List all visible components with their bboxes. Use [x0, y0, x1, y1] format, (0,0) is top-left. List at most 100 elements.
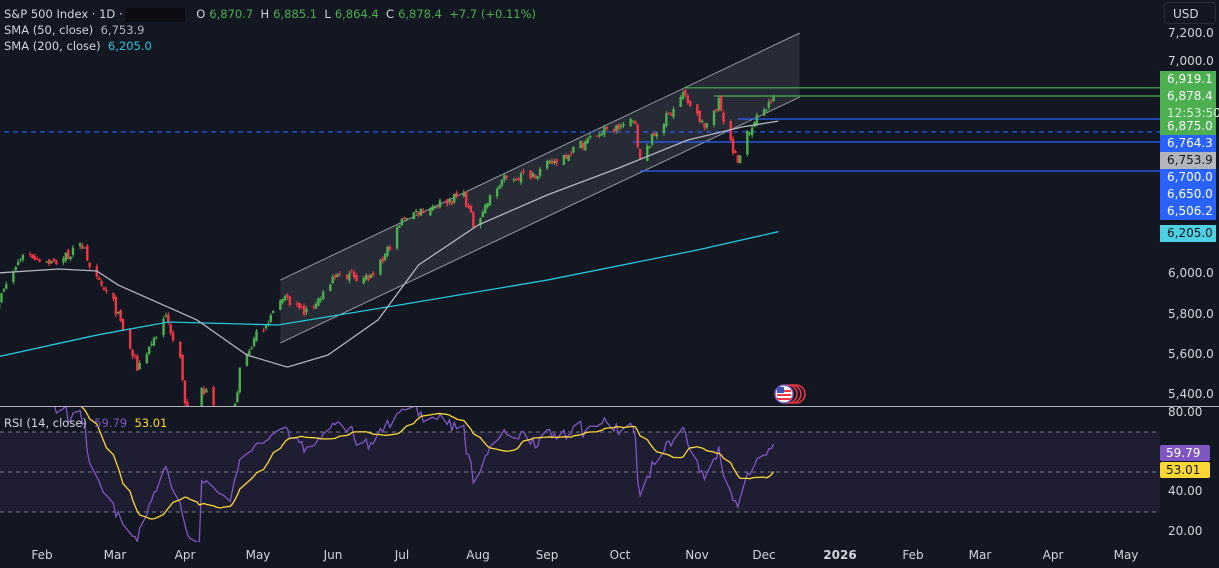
candle-body	[252, 338, 256, 347]
candle-body	[5, 284, 8, 289]
y-tick: 5,800.0	[1168, 307, 1214, 321]
currency-button[interactable]: USD	[1164, 2, 1216, 24]
candle-body	[698, 111, 701, 122]
candle-body	[414, 210, 418, 212]
candle-body	[772, 96, 775, 102]
sma200-label: SMA (200, close)	[4, 39, 101, 53]
candle-body	[69, 256, 72, 260]
candle-body	[205, 389, 208, 393]
candle-body	[686, 95, 689, 103]
rsi-ma-value: 53.01	[134, 416, 168, 430]
flag-stripe	[777, 394, 791, 396]
candle-body	[55, 260, 58, 265]
rsi-line	[54, 407, 775, 542]
price-axis-label: 6,205.0	[1160, 225, 1216, 242]
candle-body	[279, 300, 282, 310]
candle-body	[348, 273, 351, 281]
candle-body	[319, 298, 323, 301]
candle-body	[650, 133, 654, 145]
candle-body	[2, 289, 6, 292]
candle-body	[112, 293, 115, 300]
rsi-legend[interactable]: RSI (14, close) 59.79 53.01	[4, 415, 167, 431]
x-tick: Apr	[1042, 548, 1064, 562]
x-tick: Apr	[174, 548, 196, 562]
rsi-ma-price-label: 53.01	[1160, 462, 1210, 478]
candle-body	[145, 354, 149, 364]
candle-body	[19, 259, 22, 261]
price-axis-label-text: 6,875.0	[1167, 119, 1213, 133]
symbol-title[interactable]: S&P 500 Index · 1D ·	[4, 7, 123, 21]
candle-body	[236, 392, 239, 403]
candle-body	[364, 275, 368, 280]
candle-body	[486, 203, 489, 208]
candle-body	[531, 173, 535, 177]
candle-body	[286, 294, 289, 298]
candle-body	[553, 161, 556, 164]
candle-body	[767, 101, 771, 108]
candle-body	[71, 247, 75, 255]
candle-body	[665, 113, 668, 127]
bar-countdown: 12:53:50	[1167, 106, 1219, 120]
candle-body	[565, 154, 568, 159]
candle-body	[455, 192, 458, 197]
candle-body	[536, 176, 539, 179]
candle-body	[269, 315, 272, 322]
candle-body	[586, 138, 589, 143]
candle-body	[453, 193, 456, 203]
candle-body	[267, 323, 270, 325]
candle-body	[238, 367, 241, 393]
price-axis-label: 6,764.3	[1160, 135, 1216, 152]
price-axis-label-text: 6,878.4	[1167, 89, 1213, 103]
candle-body	[64, 252, 68, 261]
candle-body	[538, 168, 542, 176]
candle-body	[167, 314, 170, 323]
candle-body	[717, 98, 720, 111]
candle-body	[422, 210, 425, 214]
candle-body	[171, 332, 175, 341]
us-flag-event-icon	[774, 384, 806, 404]
candle-body	[355, 274, 358, 281]
sma200-line	[0, 231, 779, 357]
candle-body	[31, 254, 34, 259]
candle-body	[503, 175, 506, 181]
candle-body	[403, 217, 406, 220]
candle-body	[62, 258, 65, 263]
candle-body	[400, 218, 404, 226]
candle-body	[479, 218, 482, 226]
candle-body	[138, 362, 141, 370]
x-tick: Sep	[535, 548, 559, 562]
candle-body	[596, 135, 599, 137]
candle-body	[431, 206, 435, 211]
candle-body	[405, 218, 408, 220]
candle-body	[700, 120, 704, 123]
flag-stripe	[777, 398, 791, 400]
candle-body	[222, 423, 224, 424]
candle-body	[271, 310, 275, 313]
candle-body	[133, 355, 137, 357]
candle-body	[83, 247, 87, 249]
candle-body	[600, 133, 604, 135]
high-value: 6,885.1	[273, 7, 318, 21]
candle-body	[617, 124, 620, 130]
change-value: +7.7 (+0.11%)	[449, 7, 537, 21]
candle-body	[662, 124, 666, 133]
candle-body	[669, 113, 673, 116]
candle-body	[148, 346, 151, 354]
candle-body	[16, 261, 20, 265]
candle-body	[484, 204, 487, 214]
candle-body	[748, 132, 751, 134]
x-tick: May	[245, 548, 271, 562]
sma50-legend[interactable]: SMA (50, close) 6,753.9	[4, 22, 145, 38]
candle-body	[515, 178, 518, 180]
candle-body	[729, 121, 732, 140]
sma200-legend[interactable]: SMA (200, close) 6,205.0	[4, 38, 152, 54]
candle-body	[383, 253, 387, 261]
candle-body	[97, 278, 101, 280]
candle-body	[398, 225, 401, 228]
candle-body	[345, 274, 349, 279]
candle-body	[445, 199, 449, 205]
y-tick: 7,000.0	[1168, 54, 1214, 68]
candle-body	[47, 259, 51, 265]
candle-body	[367, 275, 370, 281]
